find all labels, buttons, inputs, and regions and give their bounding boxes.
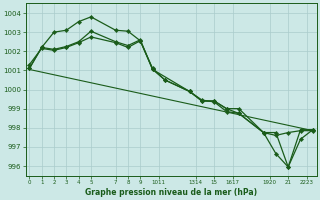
X-axis label: Graphe pression niveau de la mer (hPa): Graphe pression niveau de la mer (hPa)	[85, 188, 257, 197]
